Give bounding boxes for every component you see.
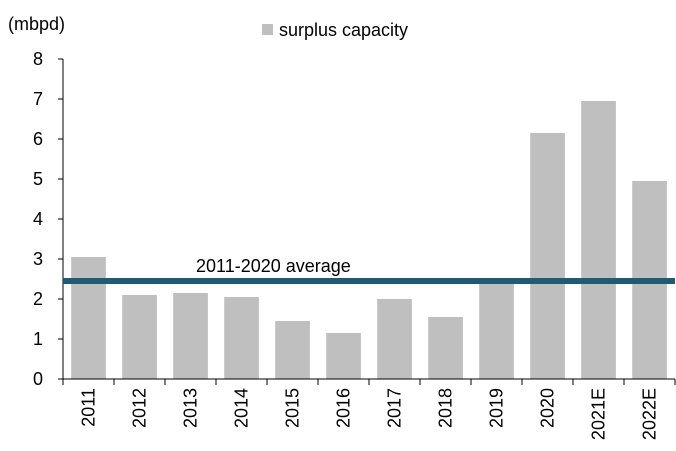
- bar-2014: [224, 297, 259, 379]
- bars-group: [71, 101, 667, 379]
- x-tick-label-2014: 2014: [232, 388, 252, 428]
- y-axis-unit-label: (mbpd): [8, 14, 65, 34]
- y-tick-label: 0: [33, 369, 43, 389]
- y-tick-label: 8: [33, 49, 43, 69]
- x-tick-label-2019: 2019: [487, 388, 507, 428]
- y-tick-label: 6: [33, 129, 43, 149]
- legend-swatch: [262, 24, 273, 35]
- x-tick-label-2012: 2012: [130, 388, 150, 428]
- bar-2020: [530, 133, 565, 379]
- x-tick-label-2017: 2017: [385, 388, 405, 428]
- bar-2013: [173, 293, 208, 379]
- bar-2017: [377, 299, 412, 379]
- y-axis-ticks: 0 1 2 3 4 5 6 7 8: [33, 49, 63, 389]
- average-line-label: 2011-2020 average: [196, 256, 351, 276]
- legend-label: surplus capacity: [279, 20, 408, 40]
- x-tick-label-2022E: 2022E: [640, 388, 660, 440]
- y-tick-label: 7: [33, 89, 43, 109]
- x-axis-ticks: 2011 2012 2013 2014 2015 2016 2017 2018 2019 2020…: [62, 379, 676, 440]
- bar-2016: [326, 333, 361, 379]
- bar-2018: [428, 317, 463, 379]
- legend: surplus capacity: [262, 20, 408, 40]
- bar-2021E: [581, 101, 616, 379]
- y-tick-label: 4: [33, 209, 43, 229]
- y-tick-label: 1: [33, 329, 43, 349]
- x-tick-label-2011: 2011: [79, 388, 99, 427]
- bar-2019: [479, 283, 514, 379]
- bar-2011: [71, 257, 106, 379]
- x-tick-label-2021E: 2021E: [589, 388, 609, 440]
- x-tick-label-2015: 2015: [283, 388, 303, 428]
- x-tick-label-2013: 2013: [181, 388, 201, 428]
- bar-2015: [275, 321, 310, 379]
- x-tick-label-2020: 2020: [538, 388, 558, 428]
- x-tick-label-2018: 2018: [436, 388, 456, 428]
- x-tick-label-2016: 2016: [334, 388, 354, 428]
- bar-2012: [122, 295, 157, 379]
- y-tick-label: 3: [33, 249, 43, 269]
- y-tick-label: 2: [33, 289, 43, 309]
- y-tick-label: 5: [33, 169, 43, 189]
